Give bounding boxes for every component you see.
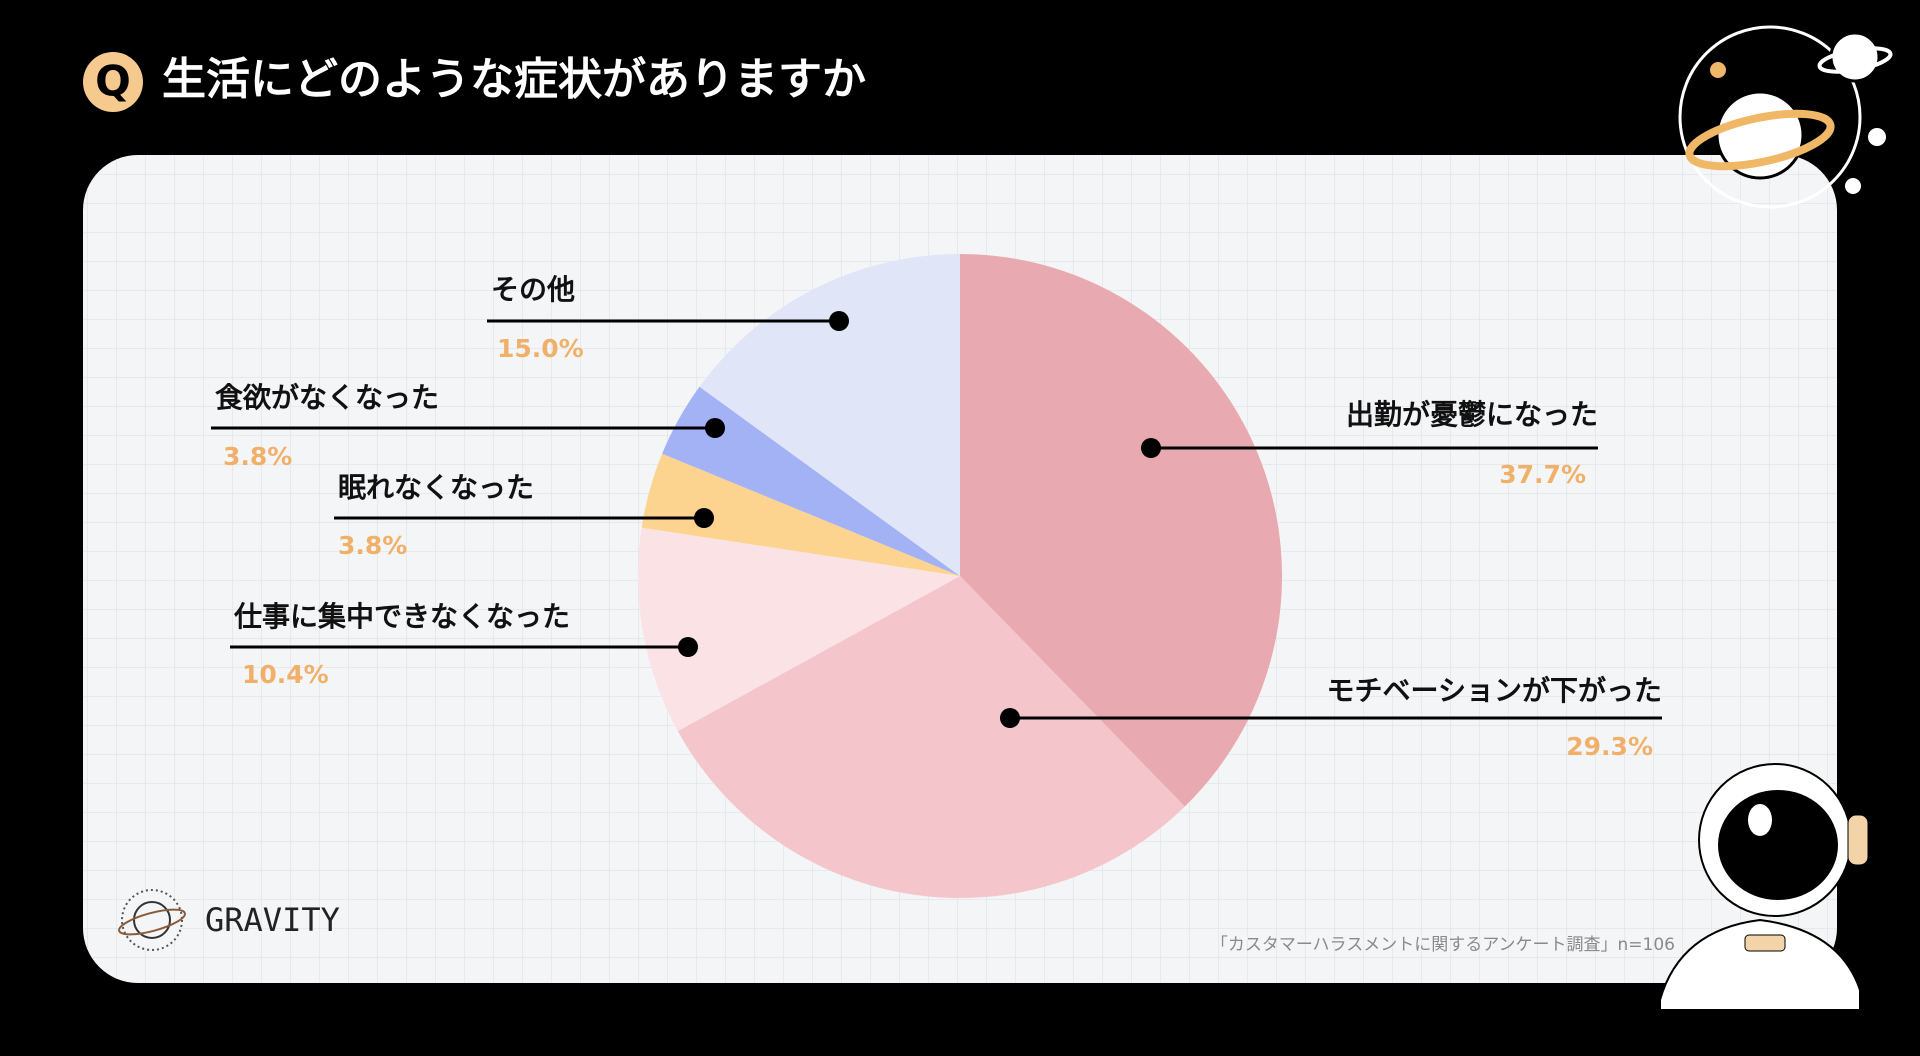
value-label: 10.4%	[242, 660, 329, 689]
value-label: 3.8%	[223, 442, 292, 471]
badge: Q	[95, 57, 131, 106]
slice-label: モチベーションが下がった	[1327, 674, 1662, 707]
pie-slice	[677, 576, 1185, 898]
slice-label: 仕事に集中できなくなった	[233, 600, 570, 633]
brand-logo	[118, 889, 186, 951]
slice-label: その他	[491, 273, 575, 306]
astronaut-decoration	[1659, 763, 1869, 1011]
pie-slice	[960, 254, 1282, 807]
pie-slice	[662, 386, 960, 576]
leader-dot	[678, 637, 698, 657]
brand: GRAVITY	[205, 901, 340, 939]
leader-dot	[1000, 708, 1020, 728]
pie-slice	[641, 453, 960, 576]
leader-dot	[705, 418, 725, 438]
leader-dot	[829, 311, 849, 331]
value-label: 15.0%	[497, 334, 584, 363]
pie-slice	[699, 254, 960, 576]
chart-title: 生活にどのような症状がありますか	[162, 54, 866, 105]
planet-decoration	[1678, 25, 1893, 209]
slice-label: 眠れなくなった	[338, 471, 534, 504]
value-label: 3.8%	[338, 531, 407, 560]
source-note: 「カスタマーハラスメントに関するアンケート調査」n=106	[1211, 935, 1675, 955]
badge-bg	[83, 52, 143, 112]
slice-label: 食欲がなくなった	[215, 381, 439, 414]
slice-label: 出勤が憂鬱になった	[1346, 398, 1598, 431]
pie-slice	[638, 527, 960, 732]
leader-dot	[694, 508, 714, 528]
leader-dot	[1141, 438, 1161, 458]
value-label: 37.7%	[1499, 460, 1586, 489]
value-label: 29.3%	[1566, 732, 1653, 761]
